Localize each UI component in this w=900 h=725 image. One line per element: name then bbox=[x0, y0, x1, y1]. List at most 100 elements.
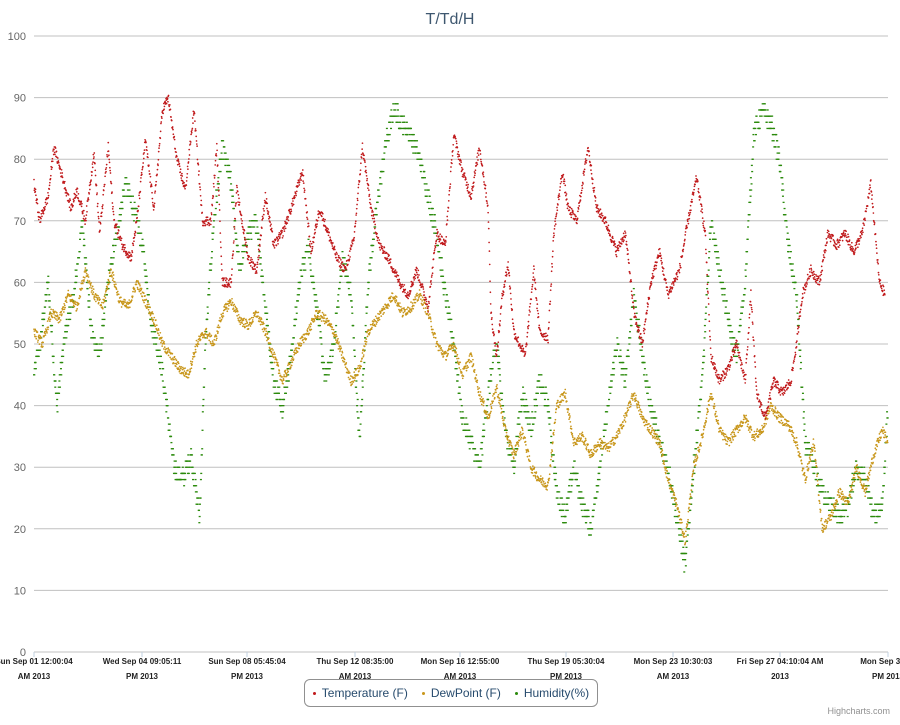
data-point bbox=[482, 398, 484, 400]
data-point bbox=[433, 337, 435, 339]
data-point bbox=[286, 369, 288, 371]
data-point bbox=[123, 189, 125, 190]
data-point bbox=[827, 504, 829, 505]
data-point bbox=[520, 411, 522, 412]
data-point bbox=[106, 290, 108, 292]
data-point bbox=[799, 356, 801, 357]
data-point bbox=[90, 282, 92, 284]
data-point bbox=[650, 425, 652, 427]
data-point bbox=[608, 399, 610, 400]
data-point bbox=[625, 421, 627, 423]
data-point bbox=[481, 454, 483, 455]
data-point bbox=[262, 282, 264, 283]
data-point bbox=[295, 319, 297, 320]
data-point bbox=[598, 473, 600, 474]
data-point bbox=[702, 436, 704, 438]
data-point bbox=[682, 531, 684, 533]
data-point bbox=[332, 350, 334, 351]
data-point bbox=[509, 444, 511, 446]
data-point bbox=[728, 319, 730, 320]
data-point bbox=[47, 320, 49, 322]
data-point bbox=[496, 386, 498, 388]
data-point bbox=[556, 402, 558, 404]
data-point bbox=[63, 311, 65, 313]
data-point bbox=[781, 177, 783, 178]
data-point bbox=[870, 504, 872, 505]
data-point bbox=[726, 443, 728, 445]
data-point bbox=[305, 338, 307, 340]
data-point bbox=[187, 369, 189, 371]
data-point bbox=[215, 339, 217, 341]
data-point bbox=[298, 348, 300, 350]
data-point bbox=[670, 484, 672, 486]
data-point bbox=[471, 436, 473, 437]
data-point bbox=[207, 313, 209, 314]
data-point bbox=[198, 510, 200, 511]
data-point bbox=[788, 239, 790, 240]
data-point bbox=[683, 571, 685, 572]
data-point bbox=[550, 465, 552, 467]
data-point bbox=[337, 300, 339, 301]
data-point bbox=[466, 370, 468, 372]
data-point bbox=[498, 356, 500, 357]
data-point bbox=[687, 534, 689, 535]
data-point bbox=[399, 302, 401, 304]
data-point bbox=[648, 429, 650, 431]
data-point bbox=[736, 356, 738, 357]
data-point bbox=[561, 401, 563, 403]
data-point bbox=[341, 276, 343, 277]
data-point bbox=[705, 421, 707, 423]
data-point bbox=[485, 413, 487, 415]
data-point bbox=[252, 317, 254, 319]
data-point bbox=[129, 306, 131, 308]
data-point bbox=[179, 370, 181, 372]
data-point bbox=[729, 437, 731, 439]
data-point bbox=[615, 356, 617, 357]
data-point bbox=[722, 439, 724, 441]
data-point bbox=[686, 541, 688, 542]
data-point bbox=[81, 226, 83, 227]
data-point bbox=[314, 316, 316, 318]
data-point bbox=[202, 399, 204, 400]
data-point bbox=[210, 269, 212, 270]
data-point bbox=[706, 288, 708, 289]
data-point bbox=[92, 331, 94, 332]
data-point bbox=[360, 365, 362, 367]
data-point bbox=[420, 295, 422, 297]
data-point bbox=[700, 445, 702, 447]
data-point bbox=[359, 368, 361, 370]
data-point bbox=[790, 251, 792, 252]
data-point bbox=[149, 307, 151, 309]
data-point bbox=[232, 196, 234, 197]
data-point bbox=[611, 387, 613, 388]
data-point bbox=[208, 340, 210, 342]
data-point bbox=[696, 459, 698, 461]
data-point bbox=[111, 274, 113, 276]
data-point bbox=[698, 446, 700, 448]
data-point bbox=[550, 459, 552, 461]
data-point bbox=[140, 293, 142, 295]
data-point bbox=[355, 387, 357, 388]
data-point bbox=[708, 251, 710, 252]
data-point bbox=[37, 331, 39, 333]
data-point bbox=[163, 341, 165, 343]
data-point bbox=[226, 308, 228, 310]
data-point bbox=[42, 346, 44, 348]
data-point bbox=[507, 439, 509, 441]
data-point bbox=[401, 310, 403, 312]
data-point bbox=[529, 455, 531, 457]
data-point bbox=[243, 319, 245, 321]
data-point bbox=[469, 355, 471, 357]
data-point bbox=[206, 319, 208, 320]
data-point bbox=[167, 347, 169, 349]
data-point bbox=[599, 479, 601, 480]
data-point bbox=[291, 350, 293, 351]
data-point bbox=[431, 220, 433, 221]
data-point bbox=[307, 328, 309, 330]
data-point bbox=[712, 398, 714, 400]
data-point bbox=[361, 380, 363, 381]
data-point bbox=[134, 202, 136, 203]
data-point bbox=[283, 379, 285, 381]
data-point bbox=[172, 353, 174, 355]
data-point bbox=[497, 395, 499, 397]
